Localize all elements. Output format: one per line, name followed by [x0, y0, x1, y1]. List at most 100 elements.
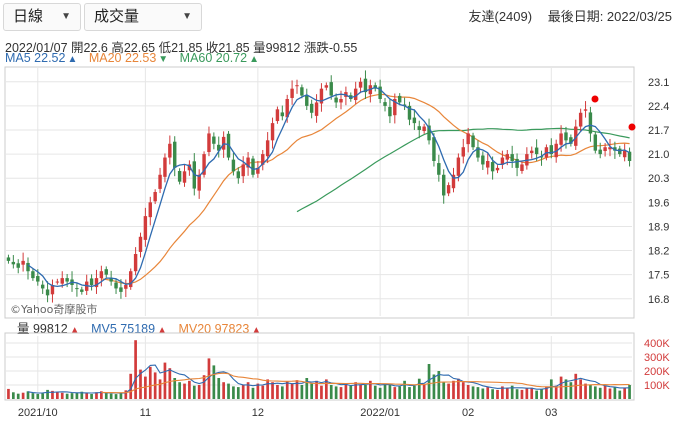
volume-bar	[373, 385, 377, 399]
period-select-value: 日線	[13, 8, 44, 25]
volume-bar	[466, 385, 470, 399]
candle-body	[290, 88, 294, 98]
candle-body	[627, 151, 632, 161]
volume-bar	[144, 376, 147, 399]
candle-body	[353, 88, 358, 101]
last-marker-icon[interactable]	[628, 123, 636, 131]
volume-bar	[31, 393, 35, 399]
candle-body	[618, 148, 622, 155]
ma5-line	[27, 86, 630, 288]
volume-bar	[349, 385, 353, 399]
candle-body	[114, 282, 118, 289]
volume-bar	[329, 385, 333, 399]
mv20-path	[101, 372, 630, 394]
candle-body	[80, 289, 84, 292]
volume-bar	[324, 379, 328, 399]
volume-bar	[11, 392, 15, 399]
volume-bar	[315, 380, 318, 399]
volume-bar	[148, 366, 152, 399]
volume-bar	[530, 387, 534, 399]
candle-body	[569, 137, 573, 144]
candle-body	[270, 123, 275, 141]
candle-body	[574, 126, 578, 146]
volume-bar	[554, 385, 558, 399]
candle-body	[598, 149, 602, 155]
volume-bar	[491, 389, 494, 399]
x-tick-label: 03	[545, 407, 557, 419]
candle-body	[476, 147, 480, 158]
volume-bar	[437, 371, 441, 399]
volume-bar	[16, 393, 20, 399]
volume-tick-label: 400K	[644, 338, 670, 350]
volume-bar	[608, 388, 612, 399]
volume-bar	[364, 385, 367, 399]
candle-body	[94, 278, 99, 288]
arrow-up-icon: ▲	[67, 54, 78, 65]
candle-body	[26, 262, 30, 272]
volume-bar	[486, 387, 490, 399]
volume-bar	[202, 375, 206, 399]
volume-bar	[413, 385, 416, 399]
ma5-legend: MA5 22.52 ▲	[5, 51, 78, 65]
candle-body	[549, 145, 554, 155]
candle-body	[593, 134, 598, 151]
volume-bar	[129, 373, 133, 399]
candle-body	[515, 158, 519, 168]
volume-bar	[163, 362, 167, 399]
ma20-line	[101, 93, 630, 285]
indicator-select[interactable]: 成交量 ▼	[84, 3, 202, 31]
volume-bar	[46, 389, 49, 399]
candle-body	[603, 147, 607, 152]
candle-body	[358, 81, 363, 88]
candle-body	[163, 157, 167, 177]
candle-body	[36, 276, 40, 282]
candle-body	[65, 278, 69, 282]
volume-bar	[276, 385, 279, 399]
volume-bar	[447, 383, 450, 399]
volume-bar	[197, 385, 201, 399]
candle-body	[446, 185, 451, 194]
candle-body	[124, 285, 128, 289]
price-tick-label: 17.5	[648, 270, 669, 282]
volume-bar	[183, 383, 186, 399]
grid	[6, 68, 632, 399]
candle-body	[407, 105, 412, 120]
candle-body	[319, 88, 324, 104]
candle-body	[588, 112, 593, 134]
candle-body	[265, 140, 270, 157]
volume-bar	[417, 378, 421, 399]
candle-body	[104, 269, 108, 275]
arrow-up-icon: ▲	[69, 325, 80, 336]
candle-body	[324, 85, 329, 88]
volume-bar	[628, 385, 631, 399]
volume-bar	[574, 373, 578, 399]
candle-body	[177, 170, 182, 182]
candle-body	[138, 236, 143, 252]
price-axis: 23.1 22.4 21.7 21.0 20.3 19.6 18.9 18.2 17.5 16.8	[648, 77, 669, 306]
high-marker-icon[interactable]	[591, 95, 599, 103]
volume-bar	[501, 386, 504, 399]
candle-body	[309, 103, 314, 113]
volume-bar	[139, 369, 142, 399]
x-tick-label: 2021/10	[18, 407, 58, 419]
volume-bar	[261, 385, 265, 399]
volume-panel-frame	[4, 332, 635, 401]
volume-bar	[158, 379, 162, 399]
volume-bar	[212, 365, 216, 399]
volume-bars	[7, 340, 631, 399]
mv5-path	[27, 364, 630, 394]
volume-bar	[515, 389, 519, 399]
volume-bar	[246, 382, 250, 399]
period-select[interactable]: 日線 ▼	[3, 3, 81, 31]
candle-body	[378, 86, 382, 99]
candle-body	[613, 147, 617, 151]
volume-tick-label: 100K	[644, 380, 670, 392]
candle-body	[50, 285, 55, 295]
candle-body	[217, 144, 221, 151]
volume-bar	[51, 390, 54, 399]
last-date: 最後日期: 2022/03/25	[547, 9, 672, 24]
candle-body	[500, 157, 505, 165]
candle-body	[21, 260, 25, 265]
volume-bar	[569, 382, 573, 399]
